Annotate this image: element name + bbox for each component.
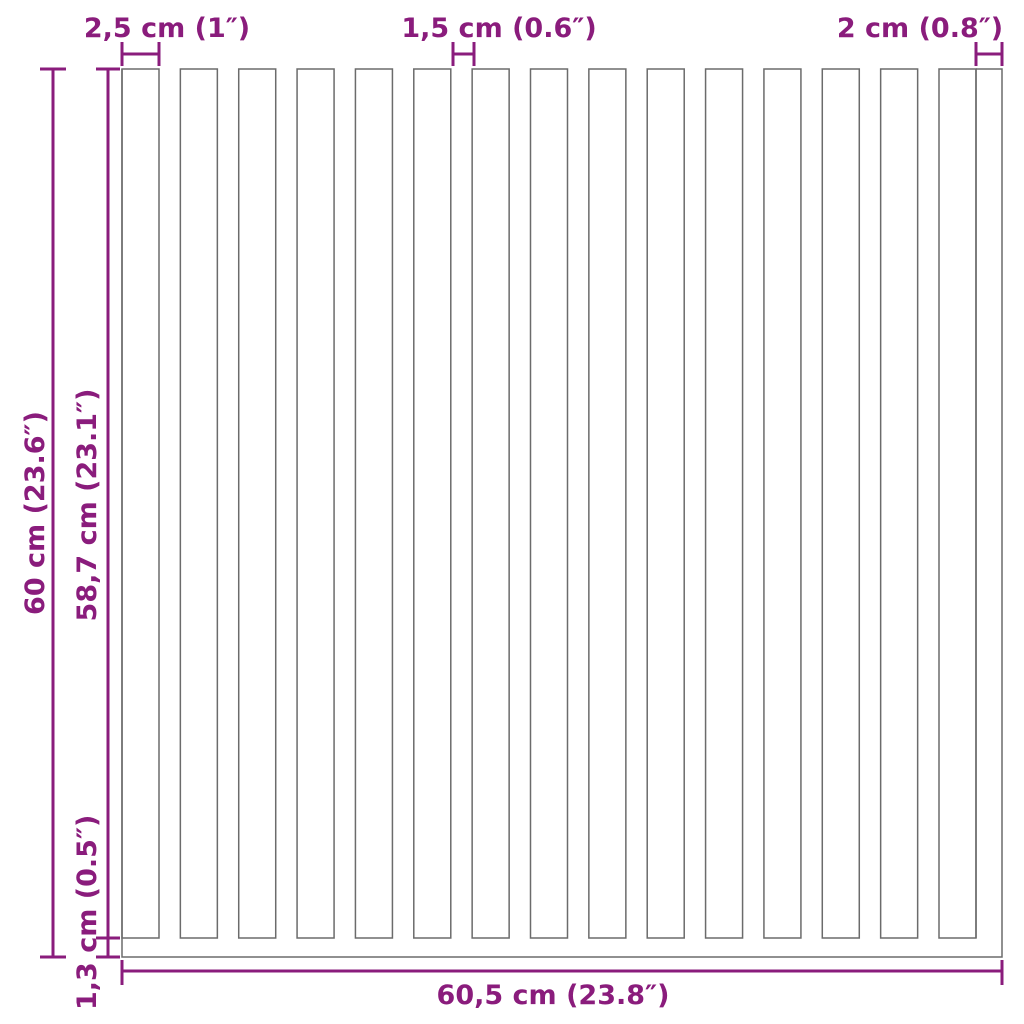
slat xyxy=(121,68,160,939)
slat xyxy=(763,68,802,939)
edge-width-label: 2 cm (0.8″) xyxy=(837,13,1003,44)
gap-width-dimension-line xyxy=(451,42,476,66)
panel-outline xyxy=(121,68,1003,958)
total-width-label: 60,5 cm (23.8″) xyxy=(437,980,670,1011)
slat xyxy=(296,68,335,939)
slat xyxy=(588,68,627,939)
slat xyxy=(471,68,510,939)
dimension-lines xyxy=(40,42,1004,985)
slat xyxy=(704,68,744,939)
edge-width-dimension-line xyxy=(974,42,1004,66)
gap-width-label: 1,5 cm (0.6″) xyxy=(401,13,596,44)
total-height-label: 60 cm (23.6″) xyxy=(20,411,51,615)
slat xyxy=(179,68,219,939)
slat xyxy=(821,68,861,939)
slat xyxy=(413,68,452,939)
slat xyxy=(646,68,685,939)
total-width-dimension-line xyxy=(120,960,1004,985)
total-height-dimension-line xyxy=(40,67,66,959)
base-height-dimension-line xyxy=(96,936,120,959)
slat xyxy=(879,68,919,939)
slat xyxy=(529,68,569,939)
slat xyxy=(938,68,977,939)
slat-width-label: 2,5 cm (1″) xyxy=(84,13,250,44)
panel-frame xyxy=(121,68,1003,958)
slat-height-label: 58,7 cm (23.1″) xyxy=(72,389,103,622)
slat xyxy=(237,68,277,939)
slat-width-dimension-line xyxy=(120,42,161,66)
slat xyxy=(354,68,394,939)
base-height-label: 1,3 cm (0.5″) xyxy=(72,815,103,1010)
